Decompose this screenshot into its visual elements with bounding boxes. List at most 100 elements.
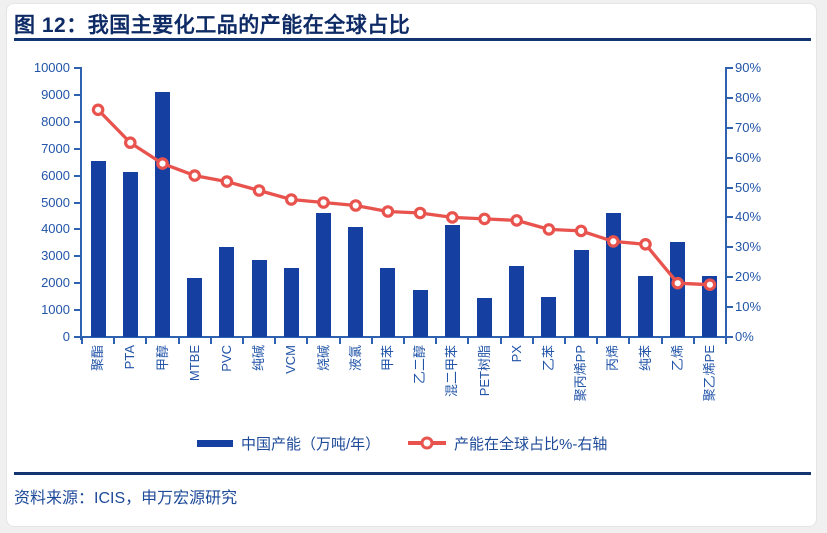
category-label: 丙烯 (605, 345, 621, 372)
x-axis-tick (725, 338, 727, 344)
y-axis-right-tick (727, 156, 733, 159)
y-axis-left-tick (74, 147, 80, 150)
bar (573, 249, 589, 337)
bar (219, 246, 235, 337)
x-axis-tick (628, 338, 631, 344)
category-label: 甲醇 (154, 345, 170, 372)
x-axis-tick (467, 338, 470, 344)
x-axis-tick (499, 338, 502, 344)
y-axis-right (725, 67, 727, 340)
x-axis-tick (113, 338, 116, 344)
legend-bars-label: 中国产能（万吨/年） (241, 435, 381, 453)
y-axis-left (80, 67, 82, 340)
category-label: 聚酯 (90, 345, 106, 372)
bar (316, 213, 331, 337)
x-axis-tick (209, 338, 212, 344)
y-axis-right-tick-label: 50% (735, 179, 762, 195)
x-axis-tick (596, 338, 599, 344)
legend-item-bars: 中国产能（万吨/年） (197, 433, 380, 453)
legend-line-marker (420, 436, 434, 450)
y-axis-left-tick (74, 201, 80, 204)
category-label: 烧碱 (315, 345, 331, 372)
figure-title: 图 12：我国主要化工品的产能在全球占比 (14, 14, 411, 37)
x-axis-tick (403, 338, 405, 344)
data-point-marker (252, 184, 266, 197)
bar (90, 160, 106, 337)
legend-bar-swatch (197, 439, 233, 447)
y-axis-right-tick (727, 186, 733, 189)
category-label: 纯苯 (637, 345, 653, 372)
bar (251, 260, 267, 337)
data-point-marker (413, 206, 427, 220)
x-axis-tick (435, 338, 438, 344)
bar (348, 226, 364, 337)
y-axis-left-tick (74, 309, 80, 312)
y-axis-left-tick-label: 7000 (41, 140, 70, 156)
bar (477, 297, 492, 337)
data-point-marker (220, 175, 234, 188)
category-label: PX (508, 345, 524, 363)
legend-item-line: 产能在全球占比%-右轴 (408, 433, 607, 453)
category-label: 甲苯 (379, 345, 395, 372)
y-axis-right-tick (727, 246, 733, 249)
x-axis-tick (564, 338, 566, 344)
x-axis-tick (531, 338, 534, 344)
bar (541, 296, 557, 337)
bar (638, 276, 653, 337)
bar (509, 265, 525, 337)
data-point-marker (478, 212, 491, 226)
x-axis-tick (242, 338, 244, 344)
category-label: 乙烯 (669, 345, 685, 372)
y-axis-left-tick (74, 174, 80, 177)
y-axis-left-tick-label: 10000 (33, 60, 70, 75)
data-point-marker (284, 193, 298, 206)
category-label: VCM (283, 345, 299, 374)
data-point-marker (124, 136, 137, 149)
category-label: 液氯 (347, 345, 363, 372)
source-text: 资料来源：ICIS，申万宏源研究 (14, 490, 238, 507)
y-axis-left-tick (74, 228, 80, 231)
bar (444, 225, 460, 337)
y-axis-right-tick (727, 67, 733, 69)
category-label: PVC (218, 345, 234, 372)
y-axis-right-tick-label: 80% (735, 89, 762, 105)
bar (702, 276, 718, 337)
data-point-marker (381, 205, 395, 218)
legend-line-label: 产能在全球占比%-右轴 (454, 435, 608, 453)
category-label: PTA (122, 345, 138, 370)
x-axis-tick (274, 338, 277, 344)
title-underline (14, 38, 811, 41)
category-label: PET树脂 (476, 345, 492, 397)
x-axis-tick (370, 338, 373, 344)
x-axis-tick (177, 338, 180, 344)
y-axis-left-tick (74, 336, 80, 338)
y-axis-right-tick (727, 276, 733, 279)
y-axis-left-tick (74, 93, 80, 96)
y-axis-left-tick-label: 9000 (41, 86, 70, 102)
data-point-marker (349, 199, 362, 212)
category-label: 混二甲苯 (444, 345, 460, 398)
bar (670, 241, 686, 337)
category-label: 乙苯 (540, 345, 556, 372)
y-axis-left-tick-label: 4000 (41, 221, 70, 237)
y-axis-right-tick-label: 60% (735, 149, 762, 165)
category-label: 纯碱 (251, 345, 267, 372)
y-axis-right-tick-label: 40% (735, 209, 762, 225)
data-point-marker (510, 214, 523, 227)
y-axis-right-tick-label: 90% (735, 60, 762, 75)
bar (605, 213, 621, 337)
x-axis (80, 336, 728, 338)
y-axis-left-tick-label: 3000 (41, 248, 70, 264)
bar (187, 277, 203, 337)
data-point-marker (188, 169, 201, 182)
y-axis-left-tick (74, 282, 80, 285)
y-axis-left-tick-label: 0 (62, 329, 70, 344)
y-axis-right-tick (727, 306, 733, 309)
y-axis-right-tick-label: 10% (735, 299, 762, 315)
x-axis-tick (306, 338, 309, 344)
x-axis-tick (660, 338, 663, 344)
y-axis-right-tick (727, 216, 733, 219)
y-axis-left-tick-label: 2000 (41, 275, 70, 291)
bar (380, 268, 396, 337)
